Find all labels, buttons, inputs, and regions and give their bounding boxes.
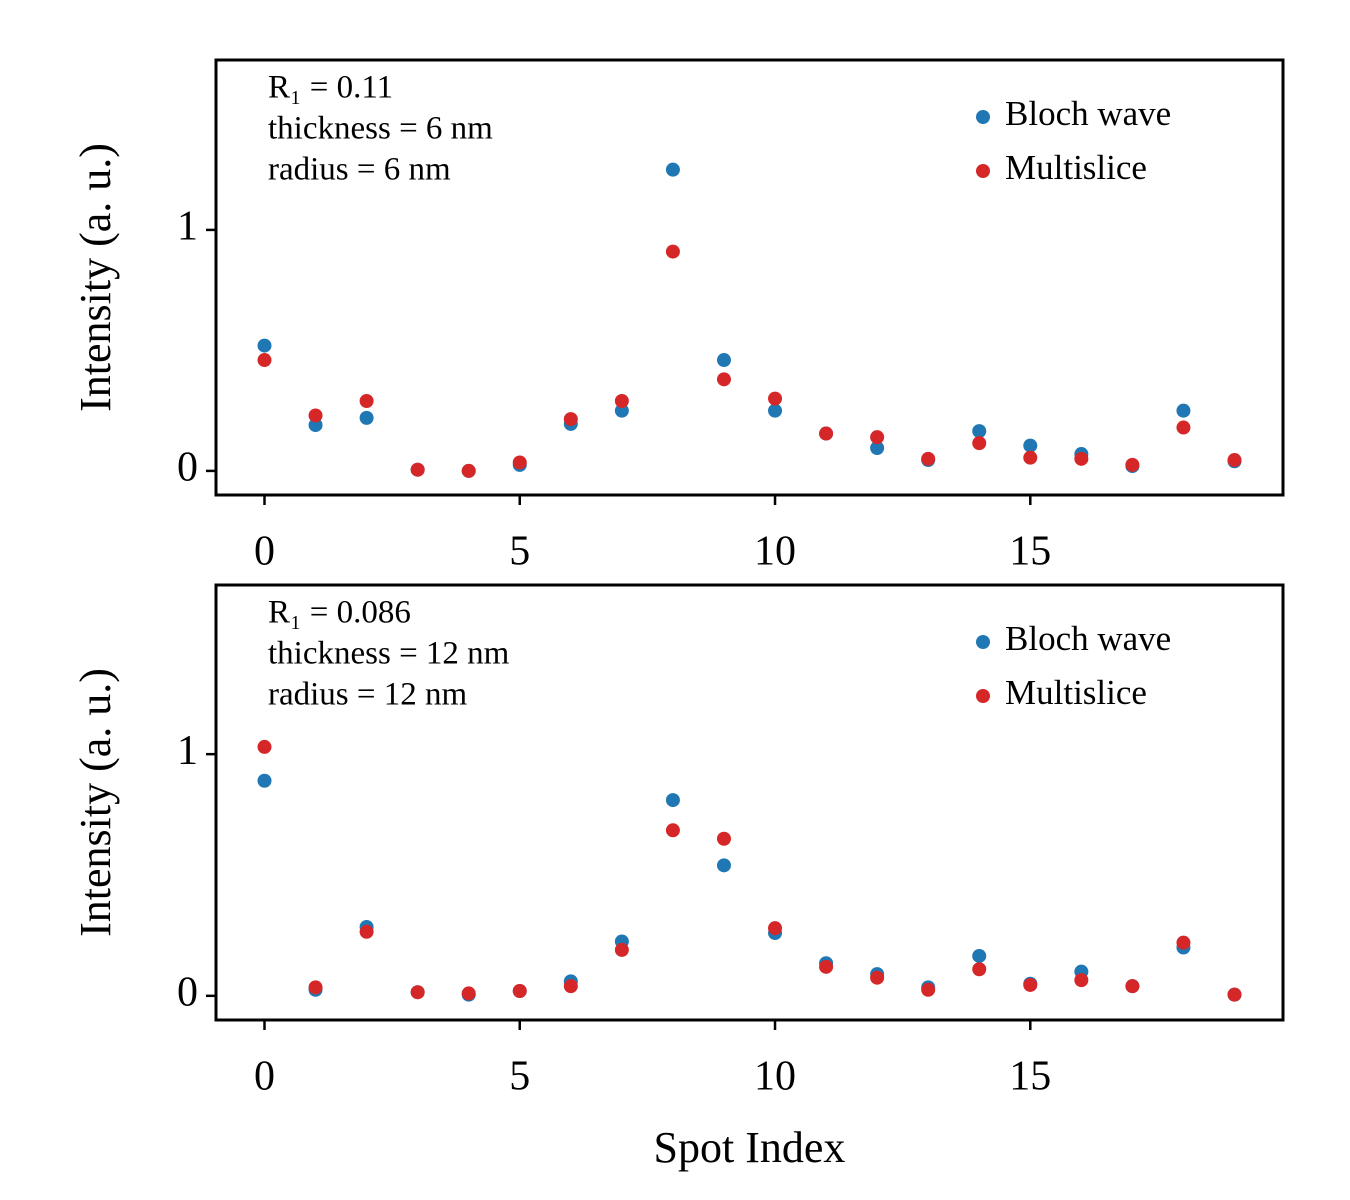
- data-point: [512, 455, 527, 470]
- data-point: [972, 424, 987, 439]
- legend-label: Multislice: [1005, 673, 1147, 712]
- legend-marker: [976, 110, 990, 124]
- x-tick-label: 5: [509, 529, 530, 575]
- data-point: [921, 982, 936, 997]
- data-point: [972, 436, 987, 451]
- data-point: [665, 244, 680, 259]
- data-point: [1074, 973, 1089, 988]
- data-point: [972, 962, 987, 977]
- data-point: [1023, 450, 1038, 465]
- data-point: [257, 338, 272, 353]
- data-point: [563, 979, 578, 994]
- annotation: thickness = 6 nm: [268, 111, 493, 147]
- annotation: radius = 12 nm: [268, 677, 468, 713]
- annotation: thickness = 12 nm: [268, 636, 510, 672]
- y-tick-label: 1: [177, 204, 198, 250]
- data-point: [461, 463, 476, 478]
- x-tick-label: 0: [254, 1054, 275, 1100]
- data-point: [308, 418, 323, 433]
- axes-frame: [214, 58, 1285, 497]
- legend-marker: [976, 689, 990, 703]
- data-point: [512, 984, 527, 998]
- data-point: [768, 391, 783, 406]
- axes-frame: [214, 583, 1285, 1022]
- data-point: [1125, 979, 1140, 994]
- annotation: radius = 6 nm: [268, 152, 451, 188]
- data-point: [563, 412, 578, 427]
- y-tick-label: 1: [177, 728, 198, 774]
- data-point: [665, 162, 680, 177]
- x-tick-label: 10: [754, 1054, 796, 1100]
- legend-label: Bloch wave: [1005, 619, 1171, 658]
- data-point: [257, 739, 272, 754]
- annotation: R₁ = 0.11: [268, 70, 393, 106]
- data-point: [921, 451, 936, 466]
- data-point: [870, 441, 885, 456]
- x-tick-label: 15: [1009, 1054, 1051, 1100]
- data-point: [359, 924, 374, 939]
- data-point: [1227, 453, 1242, 468]
- data-point: [870, 970, 885, 985]
- data-point: [1176, 403, 1191, 418]
- legend-marker: [976, 635, 990, 649]
- y-tick-label: 0: [177, 445, 198, 491]
- data-point: [768, 403, 783, 418]
- data-point: [819, 426, 834, 441]
- data-point: [614, 403, 629, 418]
- data-point: [257, 773, 272, 788]
- data-point: [665, 823, 680, 838]
- data-point: [870, 430, 885, 445]
- data-point: [1176, 420, 1191, 435]
- data-point: [819, 959, 834, 974]
- data-point: [1023, 977, 1038, 992]
- data-point: [308, 408, 323, 423]
- data-point: [716, 831, 731, 846]
- data-point: [768, 921, 783, 936]
- x-tick-label: 10: [754, 529, 796, 575]
- x-tick-label: 15: [1009, 529, 1051, 575]
- data-point: [461, 986, 476, 1001]
- data-point: [359, 410, 374, 425]
- data-point: [410, 462, 425, 477]
- data-point: [308, 980, 323, 995]
- data-point: [614, 942, 629, 957]
- annotation: R₁ = 0.086: [268, 595, 411, 631]
- y-axis-label: Intensity (a. u.): [71, 668, 120, 937]
- data-point: [257, 353, 272, 368]
- data-point: [665, 793, 680, 808]
- x-tick-label: 0: [254, 529, 275, 575]
- data-point: [614, 394, 629, 409]
- legend-label: Bloch wave: [1005, 94, 1171, 133]
- data-point: [1176, 935, 1191, 950]
- data-point: [1125, 457, 1140, 472]
- data-point: [410, 985, 425, 1000]
- data-point: [716, 353, 731, 368]
- y-axis-label: Intensity (a. u.): [71, 143, 120, 412]
- data-point: [716, 858, 731, 873]
- data-point: [716, 372, 731, 387]
- data-point: [359, 394, 374, 409]
- y-tick-label: 0: [177, 969, 198, 1015]
- x-tick-label: 5: [509, 1054, 530, 1100]
- data-point: [972, 948, 987, 963]
- data-point: [1023, 438, 1038, 453]
- data-point: [1074, 451, 1089, 466]
- legend-marker: [976, 164, 990, 178]
- data-point: [1227, 987, 1242, 1002]
- x-axis-label: Spot Index: [654, 1123, 846, 1172]
- legend-label: Multislice: [1005, 148, 1147, 187]
